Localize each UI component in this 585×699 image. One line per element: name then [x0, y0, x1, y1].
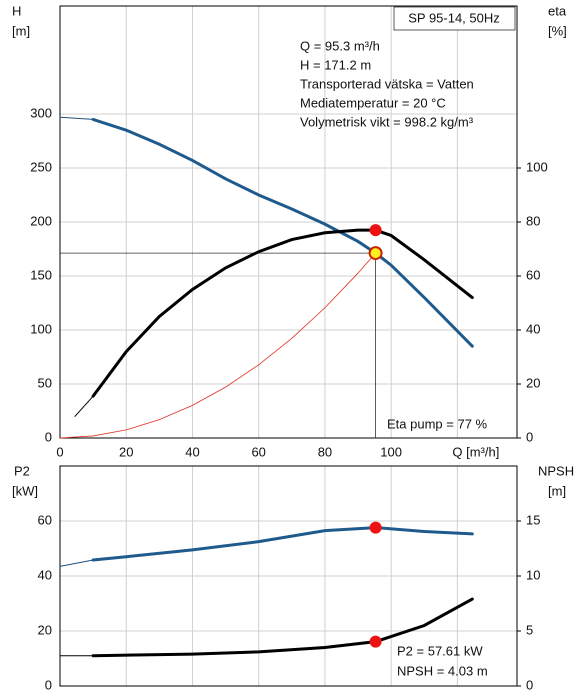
- curve: [91, 228, 474, 398]
- y-tick-label: 0: [45, 429, 52, 444]
- curve: [59, 559, 94, 567]
- y-axis-label: H: [12, 3, 21, 18]
- x-tick-label: 100: [380, 444, 402, 459]
- curve: [59, 116, 94, 120]
- annotation: Q = 95.3 m³/h: [300, 38, 380, 53]
- x-axis-label: Q [m³/h]: [452, 444, 499, 459]
- annotation: P2 = 57.61 kW: [397, 643, 483, 658]
- y-tick-label: 40: [38, 567, 52, 582]
- annotation: H = 171.2 m: [300, 57, 371, 72]
- operating-point: [369, 635, 382, 648]
- x-tick-label: 0: [56, 444, 63, 459]
- y-tick-label: 250: [30, 159, 52, 174]
- y2-tick-label: 20: [526, 375, 540, 390]
- x-tick-label: 60: [251, 444, 265, 459]
- operating-point: [369, 521, 382, 534]
- y-axis-label: [kW]: [12, 483, 38, 498]
- title-box: [393, 6, 516, 31]
- y2-tick-label: 0: [526, 677, 533, 692]
- y-tick-label: 150: [30, 267, 52, 282]
- y-tick-label: 200: [30, 213, 52, 228]
- y-axis-label: P2: [14, 463, 30, 478]
- y2-tick-label: 40: [526, 321, 540, 336]
- y-axis-label: [m]: [12, 23, 30, 38]
- eta-note: Eta pump = 77 %: [387, 416, 488, 431]
- plot-frame: [59, 465, 518, 687]
- operating-point: [368, 246, 383, 261]
- y2-tick-label: 0: [526, 429, 533, 444]
- operating-point: [369, 224, 382, 237]
- y-tick-label: 20: [38, 622, 52, 637]
- x-tick-label: 40: [185, 444, 199, 459]
- y2-axis-label: NPSH: [538, 463, 574, 478]
- y2-tick-label: 60: [526, 267, 540, 282]
- annotation: Volymetrisk vikt = 998.2 kg/m³: [300, 114, 474, 129]
- y-tick-label: 100: [30, 321, 52, 336]
- y2-tick-label: 80: [526, 213, 540, 228]
- y-tick-label: 300: [30, 105, 52, 120]
- plot-frame: [59, 5, 518, 439]
- y2-tick-label: 10: [526, 567, 540, 582]
- y2-tick-label: 15: [526, 512, 540, 527]
- y2-axis-label: [m]: [548, 483, 566, 498]
- y2-axis-label: [%]: [548, 23, 567, 38]
- y2-axis-label: eta: [548, 3, 567, 18]
- curve: [59, 252, 376, 439]
- y-tick-label: 60: [38, 512, 52, 527]
- chart-title: SP 95-14, 50Hz: [408, 10, 500, 25]
- curve: [74, 395, 94, 417]
- y-tick-label: 50: [38, 375, 52, 390]
- x-tick-label: 80: [318, 444, 332, 459]
- curve: [91, 117, 474, 348]
- curve: [91, 526, 474, 562]
- y2-tick-label: 5: [526, 622, 533, 637]
- x-tick-label: 20: [119, 444, 133, 459]
- annotation: Mediatemperatur = 20 °C: [300, 95, 446, 110]
- curve: [91, 597, 474, 658]
- y-tick-label: 0: [45, 677, 52, 692]
- annotation: NPSH = 4.03 m: [397, 663, 488, 678]
- y2-tick-label: 100: [526, 159, 548, 174]
- annotation: Transporterad vätska = Vatten: [300, 76, 474, 91]
